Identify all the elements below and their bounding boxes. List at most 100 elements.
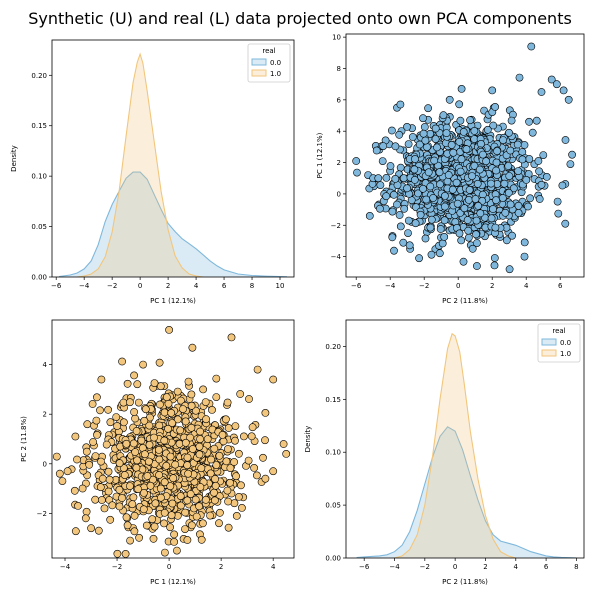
- scatter-point: [141, 450, 149, 459]
- scatter-point: [440, 216, 449, 225]
- scatter-point: [487, 179, 495, 188]
- scatter-point: [424, 168, 433, 177]
- legend-entry-1.0: 1.0: [270, 70, 281, 78]
- scatter-point: [184, 469, 192, 478]
- scatter-point: [207, 455, 215, 464]
- scatter-point: [91, 452, 100, 460]
- scatter-point: [566, 160, 575, 169]
- scatter-point: [396, 222, 405, 231]
- scatter-point: [488, 86, 497, 95]
- scatter-point: [374, 174, 383, 183]
- scatter-point: [515, 73, 524, 82]
- scatter-point: [224, 523, 233, 532]
- scatter-point: [471, 195, 480, 203]
- scatter-point: [164, 399, 173, 408]
- scatter-point: [215, 451, 224, 460]
- scatter-point: [463, 216, 472, 224]
- scatter-point: [169, 474, 178, 483]
- scatter-point: [527, 42, 536, 51]
- scatter-point: [195, 450, 204, 459]
- scatter-point: [252, 471, 261, 480]
- scatter-point: [253, 365, 262, 374]
- scatter-point: [448, 185, 457, 194]
- scatter-point: [440, 232, 449, 241]
- scatter-point: [410, 175, 419, 184]
- y-tick-label: 0.05: [325, 502, 341, 510]
- scatter-point: [539, 151, 548, 159]
- scatter-point: [201, 495, 210, 504]
- scatter-point: [525, 117, 533, 126]
- scatter-point: [487, 214, 496, 223]
- scatter-point: [96, 483, 105, 492]
- legend-title: real: [262, 47, 275, 55]
- scatter-point: [155, 358, 164, 367]
- y-tick-label: 4: [43, 361, 48, 369]
- axes-frame: [345, 33, 585, 278]
- scatter-point: [535, 195, 544, 203]
- scatter-point: [372, 146, 381, 155]
- scatter-point: [435, 168, 444, 177]
- scatter-point: [478, 150, 487, 159]
- scatter-point: [104, 487, 113, 496]
- scatter-point: [93, 431, 101, 439]
- scatter-point: [269, 467, 278, 476]
- scatter-point: [167, 409, 176, 417]
- scatter-point: [419, 129, 428, 138]
- density-fill-1.0: [77, 54, 204, 277]
- scatter-point: [522, 175, 531, 184]
- scatter-point: [232, 511, 241, 520]
- scatter-point: [112, 413, 121, 421]
- scatter-point: [122, 439, 131, 448]
- scatter-point: [505, 128, 513, 137]
- scatter-point: [442, 129, 451, 137]
- scatter-point: [393, 200, 401, 209]
- scatter-point: [157, 493, 165, 502]
- scatter-point: [439, 111, 448, 120]
- scatter-point: [183, 453, 192, 462]
- scatter-point: [211, 481, 220, 490]
- scatter-point: [170, 530, 178, 539]
- scatter-point: [123, 379, 132, 388]
- scatter-point: [197, 535, 206, 544]
- scatter-point: [490, 254, 499, 262]
- scatter-point: [261, 436, 269, 445]
- x-tick-label: 4: [524, 282, 529, 290]
- scatter-point: [183, 461, 192, 470]
- scatter-point: [55, 469, 64, 478]
- scatter-point: [416, 210, 425, 219]
- scatter-point: [173, 415, 182, 424]
- legend-swatch-1.0: [541, 349, 557, 357]
- scatter-point: [507, 116, 516, 125]
- y-tick-label: 6: [337, 96, 342, 104]
- scatter-point: [188, 343, 197, 352]
- x-tick-label: −4: [60, 563, 71, 571]
- scatter-point: [236, 390, 245, 398]
- scatter-point: [121, 549, 130, 558]
- scatter-point: [223, 445, 232, 453]
- y-tick-label: −4: [331, 253, 342, 261]
- x-axis-label: PC 1 (12.1%): [150, 578, 196, 586]
- scatter-point: [145, 421, 154, 430]
- scatter-point: [167, 511, 176, 520]
- x-tick-label: 8: [250, 282, 254, 290]
- scatter-point: [499, 136, 507, 144]
- scatter-point: [82, 447, 91, 456]
- y-tick-label: 0.15: [325, 396, 341, 404]
- scatter-point: [94, 526, 103, 535]
- y-axis-label: PC 1 (12.1%): [316, 132, 324, 178]
- scatter-point: [558, 181, 567, 190]
- scatter-point: [419, 184, 427, 193]
- scatter-point: [564, 95, 573, 104]
- scatter-point: [131, 414, 139, 423]
- scatter-point: [192, 512, 201, 521]
- legend-title: real: [552, 327, 565, 335]
- scatter-point: [155, 421, 164, 430]
- scatter-point: [430, 156, 439, 165]
- scatter-point: [73, 455, 81, 464]
- x-tick-label: 6: [558, 282, 563, 290]
- scatter-point: [504, 188, 513, 197]
- scatter-point: [215, 508, 224, 517]
- scatter-point: [489, 121, 498, 130]
- y-tick-label: 0.00: [325, 555, 341, 563]
- panel-density-pc2: −6 −4 −2 0 2 4 6 8 0.00 0.05 0.10 0.15 0.20 PC 2 (11.…: [304, 319, 585, 586]
